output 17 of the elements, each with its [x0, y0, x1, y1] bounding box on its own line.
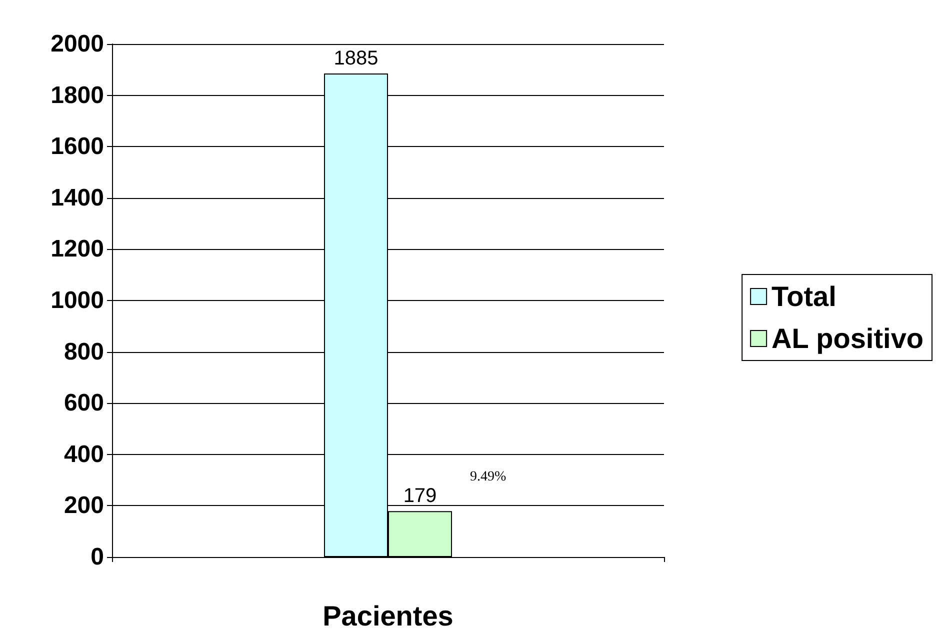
legend-label: AL positivo: [772, 323, 924, 354]
data-label: 179: [403, 485, 437, 508]
y-tick-label: 1000: [50, 287, 104, 314]
y-tick-label: 800: [64, 338, 104, 366]
y-tick-label: 1400: [50, 184, 104, 212]
y-tick-label: 1800: [50, 82, 104, 109]
legend-label: Total: [772, 281, 836, 312]
y-tick-label: 200: [64, 492, 104, 520]
y-tick-label: 1200: [50, 236, 104, 263]
y-tick-label: 1600: [50, 133, 104, 160]
y-tick-label: 2000: [50, 30, 104, 58]
x-axis-title: Pacientes: [322, 600, 454, 632]
data-label: 1885: [334, 47, 378, 70]
annotation: 9.49%: [470, 470, 506, 484]
y-tick-label: 400: [64, 440, 104, 468]
y-tick-label: 0: [90, 544, 104, 570]
y-tick-label: 600: [64, 390, 104, 417]
